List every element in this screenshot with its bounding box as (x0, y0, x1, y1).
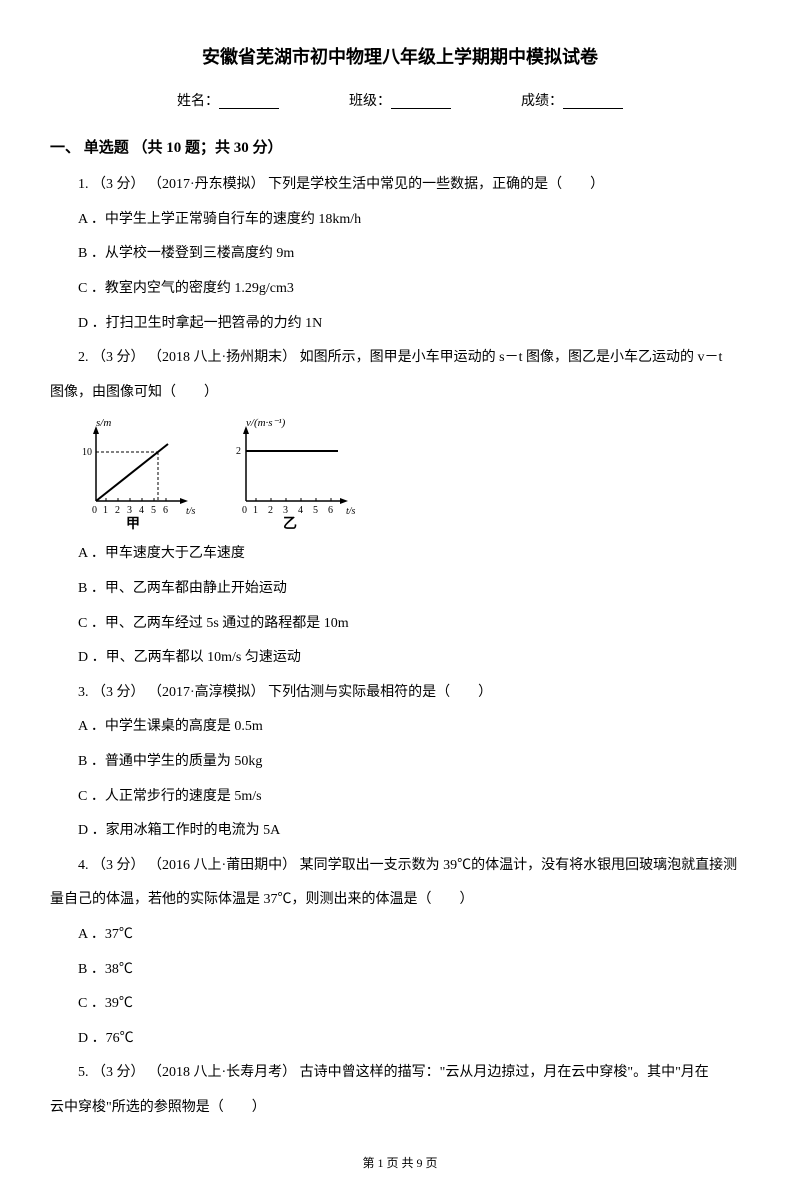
q2-option-c: C ．甲、乙两车经过 5s 通过的路程都是 10m (50, 611, 750, 638)
graph-jia-xlabel: t/s (186, 506, 196, 517)
graph-yi-label: 乙 (283, 516, 297, 531)
graph-jia: s/m t/s 10 0 1 2 3 4 5 6 甲 (78, 416, 198, 531)
q1-option-d: D ．打扫卫生时拿起一把笤帚的力约 1N (50, 311, 750, 338)
q2-option-b: B ．甲、乙两车都由静止开始运动 (50, 576, 750, 603)
q4-stem: 4. （3 分） （2016 八上·莆田期中） 某同学取出一支示数为 39℃的体… (50, 853, 750, 880)
graph-jia-xarrow (180, 498, 188, 504)
q1-option-a: A ．中学生上学正常骑自行车的速度约 18km/h (50, 207, 750, 234)
q4-option-b: B ．38℃ (50, 957, 750, 984)
graph-jia-line (96, 444, 168, 501)
q1-option-b: B ．从学校一楼登到三楼高度约 9m (50, 241, 750, 268)
graph-jia-label: 甲 (126, 516, 140, 531)
score-blank (563, 95, 623, 109)
graph-yi-ylabel: v/(m·s⁻¹) (246, 417, 286, 429)
graph-yi-tick-1: 1 (253, 505, 258, 516)
graph-yi-tick-2: 2 (268, 505, 273, 516)
q4-option-d: D ．76℃ (50, 1026, 750, 1053)
name-label: 姓名： (177, 89, 219, 116)
q1-stem: 1. （3 分） （2017·丹东模拟） 下列是学校生活中常见的一些数据，正确的… (50, 172, 750, 199)
q2-graphs: s/m t/s 10 0 1 2 3 4 5 6 甲 v/(m·s⁻¹) (78, 416, 750, 531)
section-1-header: 一、 单选题 （共 10 题；共 30 分） (50, 134, 750, 163)
page-footer: 第 1 页 共 9 页 (50, 1152, 750, 1175)
q2-option-a: A ．甲车速度大于乙车速度 (50, 541, 750, 568)
graph-yi-tick-4: 4 (298, 505, 303, 516)
q2-cont: 图像，由图像可知（ ） (50, 380, 750, 407)
graph-yi-xarrow (340, 498, 348, 504)
graph-jia-ylabel: s/m (96, 417, 111, 429)
q4-option-c: C ．39℃ (50, 991, 750, 1018)
name-blank (219, 95, 279, 109)
graph-jia-tick-2: 2 (115, 505, 120, 516)
graph-jia-tick-4: 4 (139, 505, 144, 516)
q1-option-c: C ．教室内空气的密度约 1.29g/cm3 (50, 276, 750, 303)
class-label: 班级： (349, 89, 391, 116)
q5-stem: 5. （3 分） （2018 八上·长寿月考） 古诗中曾这样的描写："云从月边掠… (50, 1060, 750, 1087)
graph-jia-ymark: 10 (82, 447, 92, 458)
score-label: 成绩： (521, 89, 563, 116)
q3-option-c: C ．人正常步行的速度是 5m/s (50, 784, 750, 811)
graph-yi-tick-6: 6 (328, 505, 333, 516)
q3-option-b: B ．普通中学生的质量为 50kg (50, 749, 750, 776)
graph-yi-tick-5: 5 (313, 505, 318, 516)
graph-yi-tick-0: 0 (242, 505, 247, 516)
q2-stem: 2. （3 分） （2018 八上·扬州期末） 如图所示，图甲是小车甲运动的 s… (50, 345, 750, 372)
graph-jia-tick-3: 3 (127, 505, 132, 516)
student-info-row: 姓名： 班级： 成绩： (50, 89, 750, 116)
graph-jia-tick-5: 5 (151, 505, 156, 516)
q4-cont: 量自己的体温，若他的实际体温是 37℃，则测出来的体温是（ ） (50, 887, 750, 914)
graph-yi-tick-3: 3 (283, 505, 288, 516)
exam-title: 安徽省芜湖市初中物理八年级上学期期中模拟试卷 (50, 40, 750, 74)
graph-yi-xlabel: t/s (346, 506, 356, 517)
q4-option-a: A ．37℃ (50, 922, 750, 949)
name-field: 姓名： (177, 89, 279, 116)
graph-yi-ymark: 2 (236, 446, 241, 457)
graph-jia-tick-6: 6 (163, 505, 168, 516)
class-blank (391, 95, 451, 109)
q3-stem: 3. （3 分） （2017·高淳模拟） 下列估测与实际最相符的是（ ） (50, 680, 750, 707)
q3-option-a: A ．中学生课桌的高度是 0.5m (50, 714, 750, 741)
graph-jia-tick-0: 0 (92, 505, 97, 516)
graph-jia-tick-1: 1 (103, 505, 108, 516)
graph-yi: v/(m·s⁻¹) t/s 2 0 1 2 3 4 5 6 乙 (228, 416, 368, 531)
q5-cont: 云中穿梭"所选的参照物是（ ） (50, 1095, 750, 1122)
class-field: 班级： (349, 89, 451, 116)
q2-option-d: D ．甲、乙两车都以 10m/s 匀速运动 (50, 645, 750, 672)
score-field: 成绩： (521, 89, 623, 116)
q3-option-d: D ．家用冰箱工作时的电流为 5A (50, 818, 750, 845)
